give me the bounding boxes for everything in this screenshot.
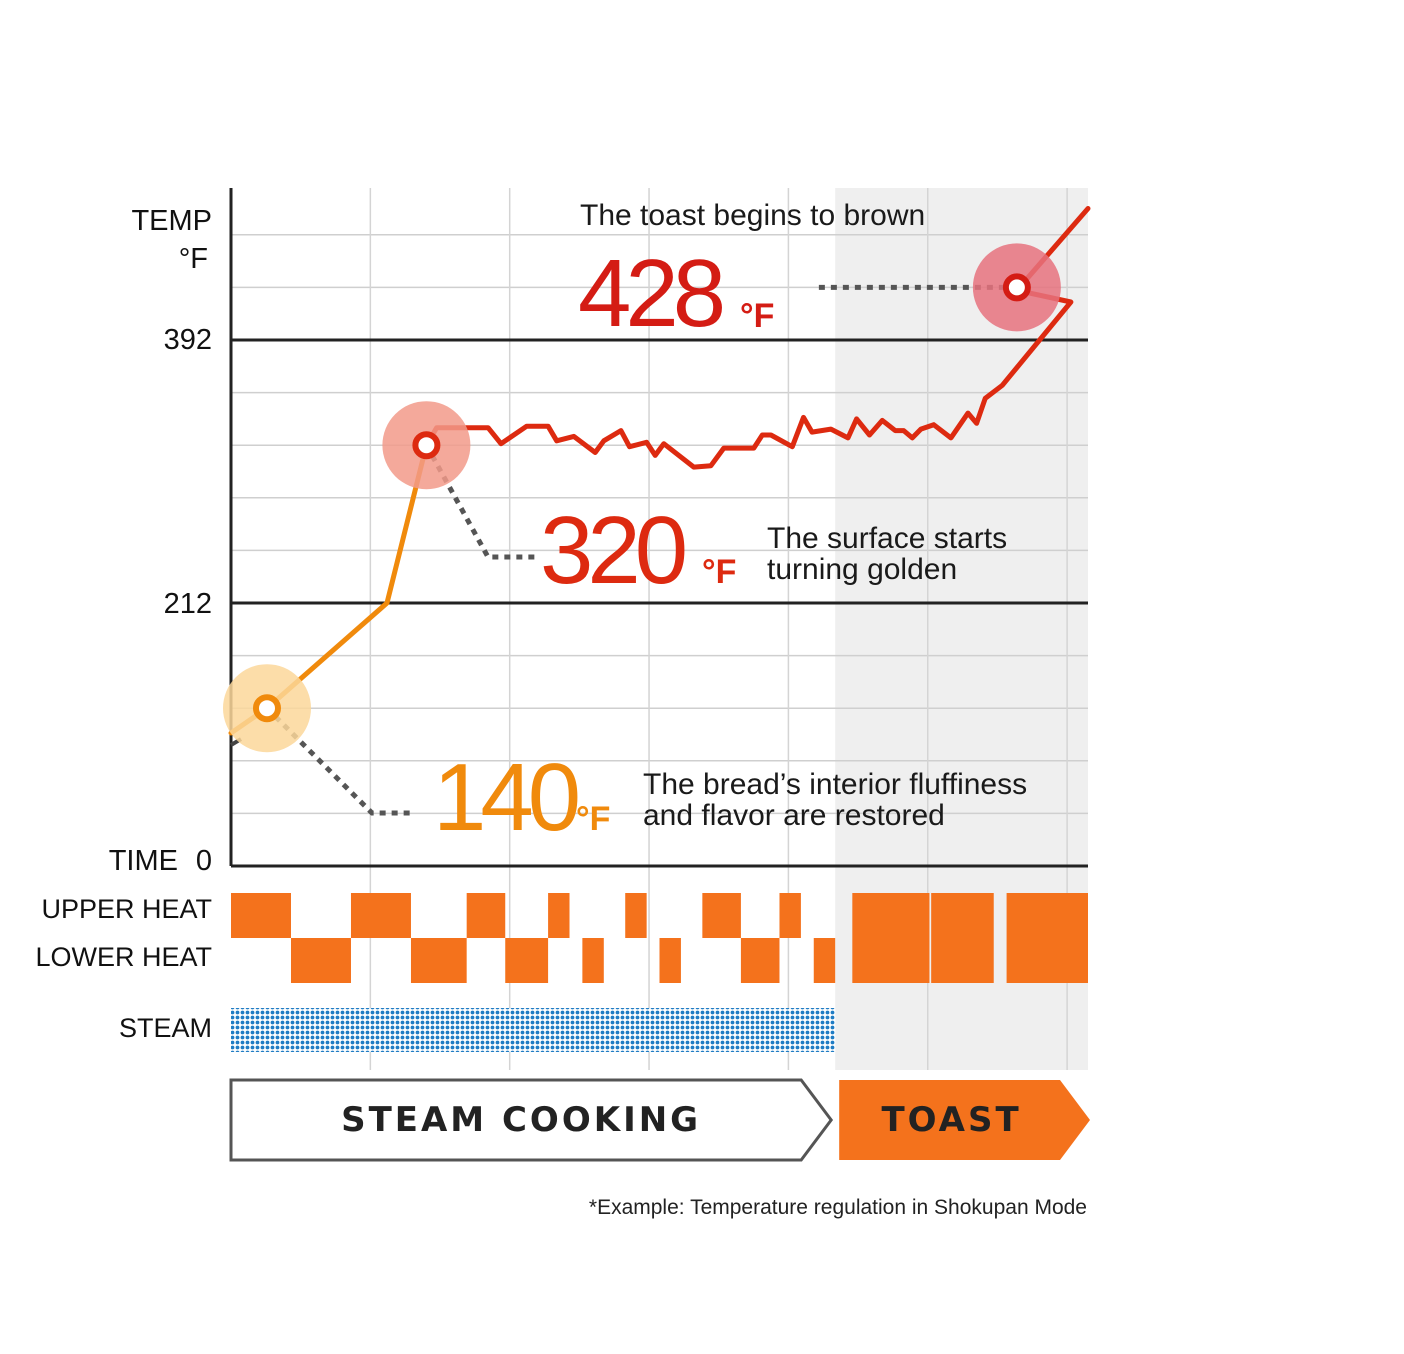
value-label-320: 320 [540,497,685,604]
marker-point-140 [252,694,281,723]
y-tick-label-392: 392 [164,324,212,356]
upper-heat-block [548,893,570,938]
unit-label-140: °F [576,800,610,838]
axes [229,188,1088,868]
value-label-428: 428 [578,240,723,347]
annotation-320-line2: turning golden [767,553,957,586]
upper-heat-block [702,893,741,938]
steam-bar [231,1008,836,1052]
y-axis-title-line1: TEMP [131,205,212,237]
annotation-140-line2: and flavor are restored [643,799,945,832]
phase-steam-cooking-arrow [229,1078,834,1162]
phase-steam-cooking-label: STEAM COOKING [341,1100,701,1140]
phase-toast-label: TOAST [881,1100,1021,1140]
lower-heat-block [659,938,681,983]
y-origin-label: 0 [196,845,212,877]
value-label-140: 140 [433,744,578,851]
leader-lines [265,284,1017,816]
heat-blocks [231,893,1088,983]
series-line-1 [423,206,1091,470]
upper-heat-block [779,893,801,938]
leader-line-140 [265,706,410,816]
lower-heat-block [740,938,780,983]
phase-toast-arrow [839,1080,1090,1160]
unit-label-320: °F [702,553,736,591]
y-tick-label-212: 212 [164,588,212,620]
upper-heat-block [350,893,411,938]
lower-heat-block [582,938,604,983]
upper-heat-block [466,893,506,938]
steam-label: STEAM [119,1013,212,1043]
lower-heat-block [505,938,549,983]
y-axis-title-line2: °F [179,243,208,275]
heat-block-both [931,893,994,983]
heat-block-both [1006,893,1088,983]
point-markers [222,243,1061,753]
lower-heat-block [410,938,467,983]
upper-heat-label: UPPER HEAT [41,894,212,924]
lower-heat-block [813,938,836,983]
annotation-140-line1: The bread’s interior fluffiness [643,768,1027,801]
lower-heat-label: LOWER HEAT [35,942,212,972]
heat-block-both [852,893,930,983]
lower-heat-block [290,938,351,983]
annotation-320-line1: The surface starts [767,522,1007,555]
footnote: *Example: Temperature regulation in Shok… [589,1196,1087,1219]
annotation-428-text: The toast begins to brown [580,199,925,232]
marker-point-320 [412,431,441,460]
x-origin-label: TIME [109,845,178,877]
upper-heat-block [625,893,647,938]
upper-heat-block [231,893,291,938]
unit-label-428: °F [740,297,774,335]
marker-point-428 [1002,273,1031,302]
